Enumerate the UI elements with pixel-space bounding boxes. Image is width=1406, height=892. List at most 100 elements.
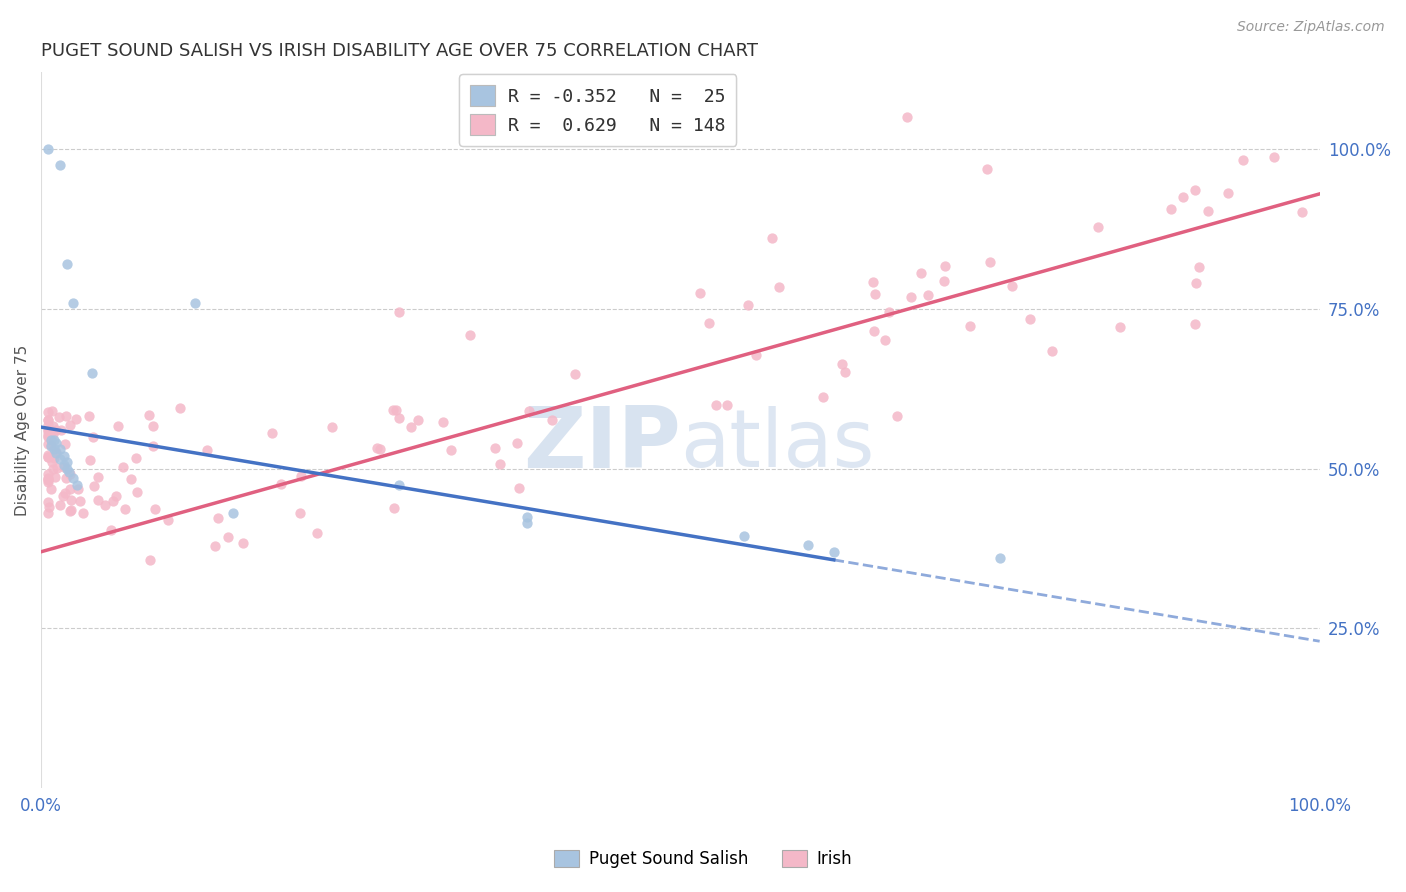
Point [55, 455, 77, 469]
Point [37, 472, 59, 486]
Point [41, 439, 63, 453]
Point [388, 411, 411, 425]
Point [60, 503, 83, 517]
Point [440, 442, 463, 457]
Point [41, 462, 63, 476]
Point [217, 530, 239, 544]
Point [79, 452, 101, 467]
Point [53, 458, 76, 473]
Point [1185, 277, 1208, 291]
Point [382, 402, 405, 417]
Point [517, 404, 540, 418]
Point [863, 287, 886, 301]
Point [138, 408, 160, 422]
Point [910, 266, 932, 280]
Point [39, 437, 62, 451]
Point [831, 357, 853, 371]
Point [156, 513, 179, 527]
Point [183, 295, 205, 310]
Point [37, 471, 59, 485]
Point [262, 426, 284, 441]
Point [45, 436, 67, 450]
Point [42, 442, 65, 457]
Point [86, 493, 108, 508]
Point [60, 493, 83, 508]
Point [37, 473, 59, 487]
Point [382, 500, 405, 515]
Point [58, 465, 80, 479]
Point [321, 419, 343, 434]
Point [1171, 190, 1194, 204]
Point [120, 472, 142, 486]
Point [516, 509, 538, 524]
Point [49, 452, 72, 467]
Legend: R = -0.352   N =  25, R =  0.629   N = 148: R = -0.352 N = 25, R = 0.629 N = 148 [460, 74, 737, 145]
Point [460, 327, 482, 342]
Point [896, 110, 918, 124]
Point [1218, 186, 1240, 201]
Point [114, 501, 136, 516]
Point [1197, 203, 1219, 218]
Point [270, 477, 292, 491]
Point [797, 538, 820, 552]
Point [37, 425, 59, 439]
Point [125, 451, 148, 466]
Point [934, 259, 956, 273]
Point [100, 523, 122, 537]
Point [388, 305, 411, 319]
Point [988, 551, 1011, 566]
Point [1001, 279, 1024, 293]
Point [934, 274, 956, 288]
Point [37, 506, 59, 520]
Point [37, 429, 59, 443]
Point [55, 461, 77, 475]
Point [1160, 202, 1182, 217]
Point [222, 507, 245, 521]
Point [53, 459, 76, 474]
Point [59, 503, 82, 517]
Point [1184, 183, 1206, 197]
Point [48, 498, 70, 512]
Point [761, 230, 783, 244]
Point [689, 286, 711, 301]
Point [62, 471, 84, 485]
Point [45, 423, 67, 437]
Point [37, 427, 59, 442]
Point [55, 471, 77, 485]
Point [127, 484, 149, 499]
Point [716, 398, 738, 412]
Point [37, 412, 59, 426]
Text: Source: ZipAtlas.com: Source: ZipAtlas.com [1237, 20, 1385, 34]
Point [737, 298, 759, 312]
Point [53, 449, 76, 463]
Point [59, 467, 82, 482]
Point [290, 506, 312, 520]
Point [37, 413, 59, 427]
Point [59, 482, 82, 496]
Point [886, 409, 908, 423]
Point [1108, 320, 1130, 334]
Point [1019, 311, 1042, 326]
Point [45, 461, 67, 475]
Point [484, 441, 506, 455]
Point [72, 506, 94, 520]
Point [65, 411, 87, 425]
Text: PUGET SOUND SALISH VS IRISH DISABILITY AGE OVER 75 CORRELATION CHART: PUGET SOUND SALISH VS IRISH DISABILITY A… [41, 42, 758, 60]
Point [37, 437, 59, 451]
Point [37, 475, 59, 489]
Point [863, 324, 886, 338]
Point [1232, 153, 1254, 167]
Point [87, 470, 110, 484]
Point [37, 450, 59, 464]
Point [37, 423, 59, 437]
Point [195, 442, 218, 457]
Point [408, 413, 430, 427]
Point [49, 442, 72, 457]
Point [44, 469, 66, 483]
Point [37, 448, 59, 462]
Point [37, 429, 59, 443]
Point [111, 460, 134, 475]
Point [39, 483, 62, 497]
Point [388, 477, 411, 491]
Point [66, 477, 89, 491]
